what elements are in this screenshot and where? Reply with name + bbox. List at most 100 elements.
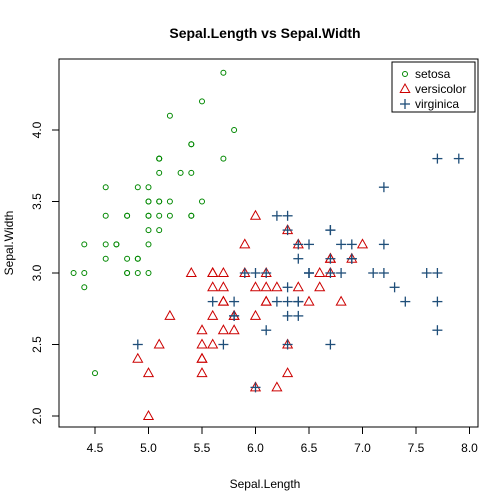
data-point <box>314 281 326 292</box>
data-point <box>304 239 314 250</box>
plot-area-frame <box>58 58 479 428</box>
y-tick-label: 2.0 <box>30 407 44 424</box>
data-point <box>102 212 109 219</box>
data-point <box>145 184 152 191</box>
y-axis: 2.0 2.5 3.0 3.5 4.0 <box>30 121 60 424</box>
y-tick-label: 2.5 <box>30 336 44 353</box>
data-point <box>156 155 163 162</box>
data-point <box>229 296 240 307</box>
data-point <box>271 281 283 292</box>
legend-label: versicolor <box>415 82 466 96</box>
data-point <box>207 296 218 307</box>
data-point <box>142 367 155 378</box>
data-point <box>346 253 357 264</box>
data-point <box>220 155 227 162</box>
data-point <box>199 198 205 205</box>
data-point <box>282 296 293 307</box>
data-point <box>239 268 250 278</box>
x-tick-label: 6.5 <box>301 441 318 455</box>
data-point <box>432 268 443 278</box>
data-point <box>134 255 141 262</box>
data-point <box>196 367 208 378</box>
data-point <box>249 281 262 292</box>
series-virginica <box>132 153 464 393</box>
data-point <box>271 381 283 392</box>
legend-marker <box>402 71 408 77</box>
data-point <box>188 141 195 148</box>
data-point <box>132 339 143 350</box>
y-tick-label: 3.0 <box>30 264 44 281</box>
data-point <box>346 239 357 250</box>
data-point <box>389 282 400 293</box>
data-point <box>282 225 293 236</box>
data-point <box>239 238 251 249</box>
data-point <box>400 296 411 307</box>
data-point <box>378 182 389 193</box>
data-point <box>325 225 336 236</box>
y-tick-label: 3.5 <box>30 193 44 210</box>
data-point <box>113 241 120 248</box>
data-point <box>217 295 230 306</box>
series-versicolor <box>132 209 369 420</box>
data-point <box>164 309 176 320</box>
legend-item-versicolor: versicolor <box>399 82 466 96</box>
data-point <box>207 338 219 349</box>
data-point <box>261 268 272 278</box>
data-point <box>132 352 144 363</box>
data-point <box>102 241 109 248</box>
data-point <box>249 309 262 320</box>
data-point <box>378 268 389 278</box>
data-point <box>145 241 152 248</box>
data-point <box>207 266 219 277</box>
data-point <box>293 253 304 264</box>
data-point <box>249 209 262 220</box>
data-point <box>156 169 163 176</box>
x-axis: 4.5 5.0 5.5 6.0 6.5 7.0 7.5 8.0 <box>87 426 478 455</box>
data-point <box>145 212 152 219</box>
data-point <box>335 295 347 306</box>
data-point <box>145 227 152 234</box>
data-point <box>378 239 389 250</box>
data-point <box>228 324 240 335</box>
data-point <box>432 296 443 307</box>
data-point <box>217 324 230 335</box>
data-point <box>261 325 272 336</box>
legend-label: virginica <box>415 97 459 111</box>
data-point <box>217 266 230 277</box>
data-point <box>260 295 272 306</box>
data-point <box>368 268 379 278</box>
data-point <box>271 210 282 221</box>
series-setosa <box>70 69 238 377</box>
data-point <box>304 268 314 278</box>
data-point <box>207 309 219 320</box>
data-point <box>207 281 219 292</box>
data-point <box>453 153 464 164</box>
data-point <box>281 367 294 378</box>
data-point <box>199 98 205 105</box>
y-tick-label: 4.0 <box>30 121 44 138</box>
data-point <box>134 270 141 276</box>
data-point <box>196 324 208 335</box>
data-point <box>134 184 141 191</box>
data-point <box>421 268 432 278</box>
x-tick-label: 5.5 <box>194 441 211 455</box>
data-point <box>356 238 369 249</box>
data-point <box>196 338 208 349</box>
data-point <box>217 295 230 306</box>
legend-label: setosa <box>415 67 451 81</box>
data-point <box>145 198 152 205</box>
data-point <box>70 270 77 276</box>
data-point <box>153 338 165 349</box>
data-point <box>231 127 238 133</box>
data-point <box>432 325 443 336</box>
chart-title: Sepal.Length vs Sepal.Width <box>169 25 360 41</box>
data-point <box>220 69 227 76</box>
legend-item-virginica: virginica <box>400 97 459 111</box>
data-point <box>293 239 304 250</box>
data-point <box>196 352 208 363</box>
x-tick-label: 7.0 <box>354 441 371 455</box>
data-point <box>250 268 261 278</box>
data-point <box>314 266 326 277</box>
